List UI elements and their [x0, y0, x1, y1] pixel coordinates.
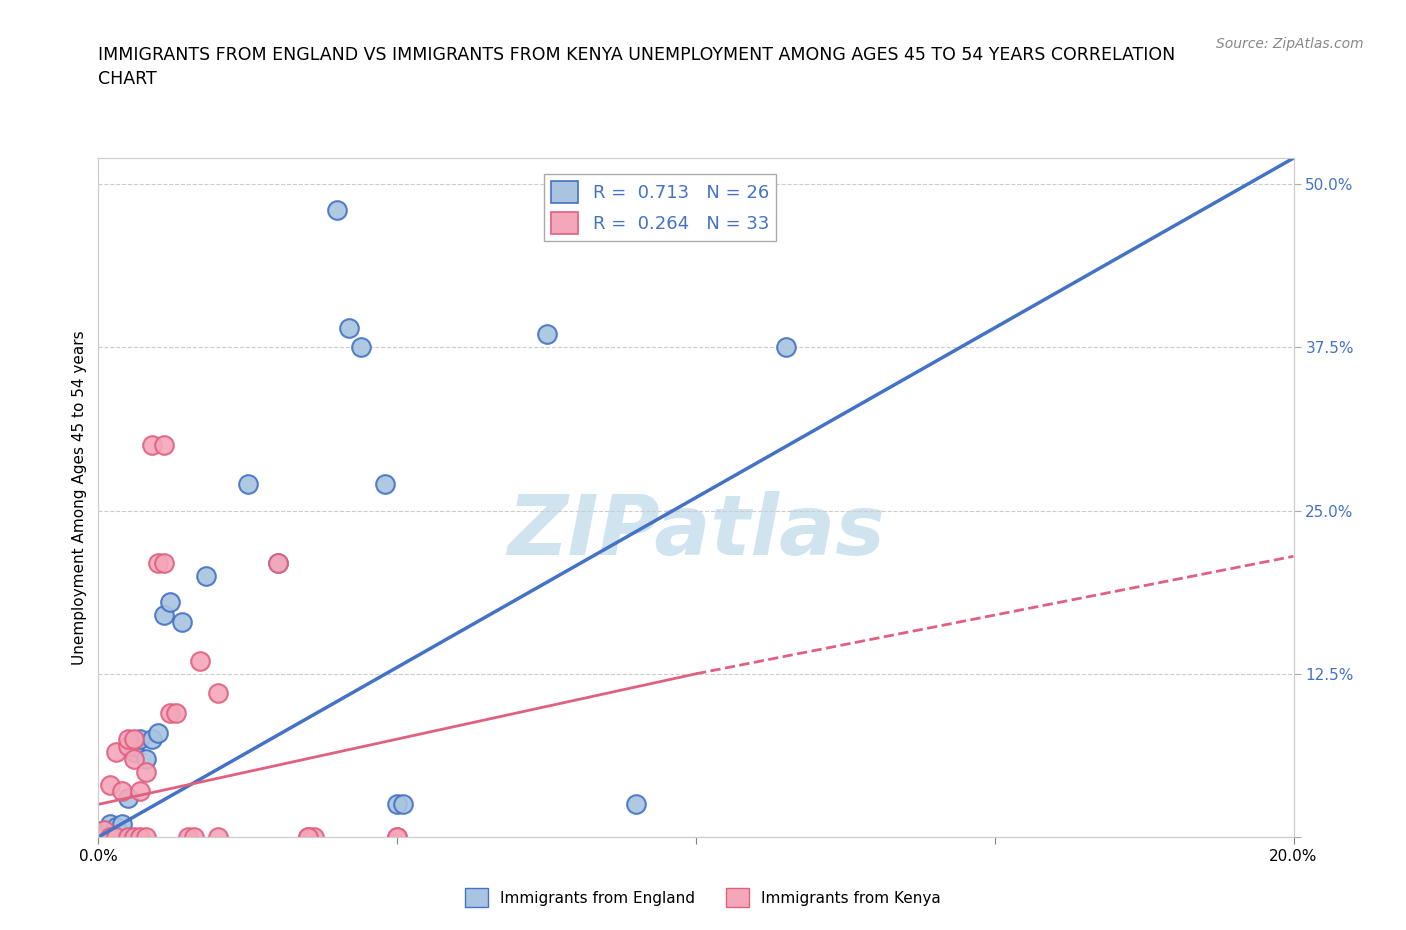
Point [124, 738, 146, 753]
Point [135, 751, 157, 766]
Point [105, 819, 128, 834]
Point [297, 830, 319, 844]
Point [111, 817, 134, 831]
Point [302, 830, 325, 844]
Text: IMMIGRANTS FROM ENGLAND VS IMMIGRANTS FROM KENYA UNEMPLOYMENT AMONG AGES 45 TO 5: IMMIGRANTS FROM ENGLAND VS IMMIGRANTS FR… [98, 46, 1175, 88]
Point [188, 653, 211, 668]
Point [129, 830, 152, 844]
Point [392, 797, 415, 812]
Point [267, 555, 290, 570]
Point [117, 830, 139, 844]
Point [105, 745, 128, 760]
Point [153, 607, 176, 622]
Point [129, 732, 152, 747]
Point [141, 438, 163, 453]
Legend: Immigrants from England, Immigrants from Kenya: Immigrants from England, Immigrants from… [460, 883, 946, 913]
Point [141, 732, 163, 747]
Point [183, 830, 205, 844]
Point [153, 438, 176, 453]
Text: ZIPatlas: ZIPatlas [508, 491, 884, 572]
Point [135, 764, 157, 779]
Point [350, 340, 373, 355]
Point [148, 725, 170, 740]
Point [165, 706, 187, 721]
Point [117, 738, 139, 753]
Point [153, 555, 176, 570]
Point [626, 797, 648, 812]
Point [339, 321, 360, 336]
Point [177, 830, 200, 844]
Point [536, 327, 558, 342]
Point [385, 830, 409, 844]
Point [207, 686, 229, 701]
Point [159, 706, 181, 721]
Point [267, 555, 290, 570]
Point [385, 797, 409, 812]
Point [385, 830, 409, 844]
Y-axis label: Unemployment Among Ages 45 to 54 years: Unemployment Among Ages 45 to 54 years [72, 330, 87, 665]
Point [111, 784, 134, 799]
Point [172, 614, 194, 629]
Point [374, 477, 396, 492]
Point [100, 777, 122, 792]
Point [207, 830, 229, 844]
Point [117, 732, 139, 747]
Point [236, 477, 259, 492]
Point [93, 823, 115, 838]
Legend: R =  0.713   N = 26, R =  0.264   N = 33: R = 0.713 N = 26, R = 0.264 N = 33 [544, 174, 776, 242]
Point [117, 790, 139, 805]
Point [129, 784, 152, 799]
Point [159, 594, 181, 609]
Point [93, 823, 115, 838]
Point [124, 751, 146, 766]
Point [124, 830, 146, 844]
Text: Source: ZipAtlas.com: Source: ZipAtlas.com [1216, 37, 1364, 51]
Point [195, 568, 218, 583]
Point [124, 745, 146, 760]
Point [124, 732, 146, 747]
Point [148, 555, 170, 570]
Point [135, 830, 157, 844]
Point [775, 340, 797, 355]
Point [105, 830, 128, 844]
Point [100, 830, 122, 844]
Point [297, 830, 319, 844]
Point [100, 817, 122, 831]
Point [326, 203, 349, 218]
